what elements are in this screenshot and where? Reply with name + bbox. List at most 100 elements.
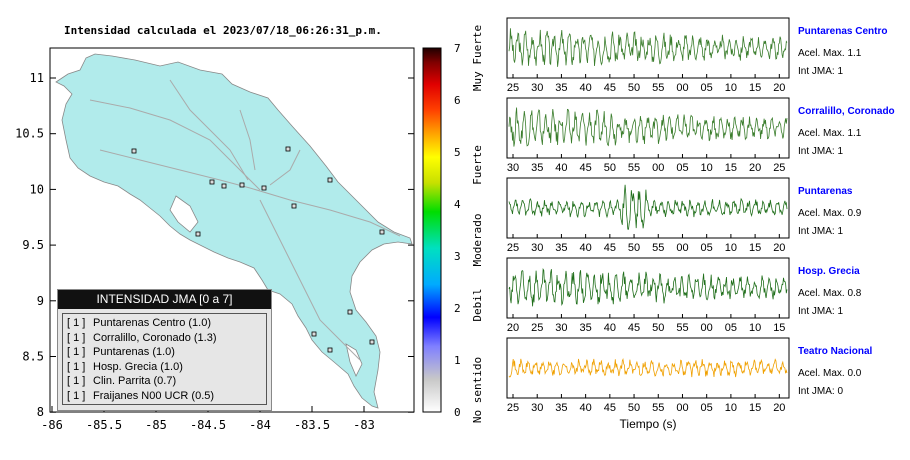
legend-row: [ 1 ] Fraijanes N00 UCR (0.5) (67, 389, 266, 404)
colorbar-tick: 3 (454, 250, 461, 263)
waveform-tick-label: 20 (507, 322, 519, 334)
station-marker (239, 182, 245, 188)
map-x-ticks: -86 -85.5 -85 -84.5 -84 -83.5 -83 (41, 406, 375, 432)
legend-row: [ 1 ] Puntarenas (1.0) (67, 345, 266, 360)
legend-row-index: [ 1 ] (67, 331, 86, 344)
waveform-tick-label: 10 (725, 82, 737, 94)
station-name: Teatro Nacional (798, 346, 872, 357)
legend-row: [ 1 ] Hosp. Grecia (1.0) (67, 360, 266, 375)
y-tick-label: 10 (30, 182, 44, 196)
waveform-tick-label: 05 (701, 82, 713, 94)
waveform-tick-label: 35 (580, 322, 592, 334)
colorbar-tick: 7 (454, 42, 461, 55)
waveform-tick-label: 45 (604, 402, 616, 414)
waveform-tick-label: 30 (531, 402, 543, 414)
waveform-frame (506, 177, 790, 239)
intensity-legend: INTENSIDAD JMA [0 a 7] [ 1 ] Puntarenas C… (57, 289, 272, 411)
waveform-tick-label: 00 (676, 402, 688, 414)
waveform-trace (508, 358, 788, 378)
station-marker (291, 203, 297, 209)
station-marker (327, 177, 333, 183)
waveform-tick-label: 30 (531, 82, 543, 94)
waveform-tick-label: 00 (652, 162, 664, 174)
station-marker (369, 339, 375, 345)
station-marker (285, 146, 291, 152)
legend-row-label: Puntarenas (1.0) (93, 346, 175, 359)
waveform-panel: 25 30 35 40 45 50 55 00 05 10 15 20 Teatro Nacional A… (506, 337, 872, 414)
golfo-dulce (345, 343, 363, 377)
waveform-tick-label: 45 (604, 242, 616, 254)
waveform-tick-label: 25 (507, 242, 519, 254)
station-marker (221, 183, 227, 189)
waveform-tick-label: 15 (725, 162, 737, 174)
waveform-panel: 30 35 40 45 50 55 00 05 10 15 20 25 Corralillo, Coro… (506, 97, 895, 174)
waveform-tick-label: 40 (555, 162, 567, 174)
x-tick-label: -84 (249, 418, 271, 432)
legend-row-index: [ 1 ] (67, 346, 86, 359)
colorbar-label: Fuerte (471, 145, 484, 185)
station-marker (131, 148, 137, 154)
waveform-tick-label: 25 (773, 162, 785, 174)
waveform-trace (508, 184, 788, 230)
waveform-tick-label: 40 (580, 242, 592, 254)
waveform-tick-label: 35 (555, 242, 567, 254)
x-tick-label: -85 (145, 418, 167, 432)
legend-row: [ 1 ] Puntarenas Centro (1.0) (67, 316, 266, 331)
waveform-frame (506, 97, 790, 159)
legend-rows: [ 1 ] Puntarenas Centro (1.0) [ 1 ] Corrali… (62, 313, 267, 405)
waveform-tick-label: 35 (531, 162, 543, 174)
legend-row-index: [ 1 ] (67, 360, 86, 373)
y-tick-label: 8 (37, 405, 44, 419)
x-tick-label: -83.5 (294, 418, 330, 432)
station-marker (261, 185, 267, 191)
station-marker (347, 309, 353, 315)
legend-row: [ 1 ] Clin. Parrita (0.7) (67, 374, 266, 389)
waveform-tick-label: 40 (580, 402, 592, 414)
waveform-frame (506, 337, 790, 399)
waveform-tick-label: 00 (676, 242, 688, 254)
y-tick-label: 11 (30, 71, 44, 85)
accel-max-label: Acel. Max. 1.1 (798, 128, 862, 139)
waveform-tick-label: 40 (604, 322, 616, 334)
colorbar-label: Debil (471, 288, 484, 321)
legend-title: INTENSIDAD JMA [0 a 7] (58, 290, 271, 309)
road (269, 149, 301, 186)
waveform-tick-label: 10 (701, 162, 713, 174)
legend-row-index: [ 1 ] (67, 389, 86, 402)
waveform-tick-label: 05 (701, 402, 713, 414)
waveform-tick-label: 10 (725, 402, 737, 414)
colorbar-tick: 1 (454, 354, 461, 367)
land-shape (55, 53, 413, 409)
waveform-tick-label: 55 (652, 402, 664, 414)
waveform-tick-label: 20 (773, 242, 785, 254)
nicoya-gulf (169, 195, 199, 233)
waveform-tick-label: 50 (652, 322, 664, 334)
road (259, 199, 361, 361)
waveform-tick-label: 40 (580, 82, 592, 94)
road (169, 79, 249, 181)
station-marker (311, 331, 317, 337)
waveform-trace (508, 107, 788, 147)
y-tick-label: 8.5 (22, 350, 44, 364)
road (99, 149, 251, 189)
legend-row-label: Corralillo, Coronado (1.3) (93, 331, 217, 344)
station-marker (209, 179, 215, 185)
colorbar-tick: 4 (454, 198, 461, 211)
colorbar-label: No sentido (471, 357, 484, 423)
int-jma-label: Int JMA: 1 (798, 306, 843, 317)
costa-rica-land (55, 53, 413, 409)
waveform-tick-label: 15 (749, 82, 761, 94)
legend-row-label: Clin. Parrita (0.7) (93, 375, 177, 388)
waveform-tick-label: 25 (531, 322, 543, 334)
colorbar-label: Moderado (471, 214, 484, 267)
station-name: Puntarenas Centro (798, 26, 887, 37)
waveform-tick-label: 50 (628, 82, 640, 94)
x-tick-label: -85.5 (86, 418, 122, 432)
waveform-trace (508, 268, 788, 307)
waveform-tick-label: 35 (555, 82, 567, 94)
waveform-xlabel: Tiempo (s) (620, 417, 677, 431)
waveform-tick-label: 25 (507, 402, 519, 414)
legend-row-label: Hosp. Grecia (1.0) (93, 360, 183, 373)
waveform-tick-label: 45 (628, 322, 640, 334)
